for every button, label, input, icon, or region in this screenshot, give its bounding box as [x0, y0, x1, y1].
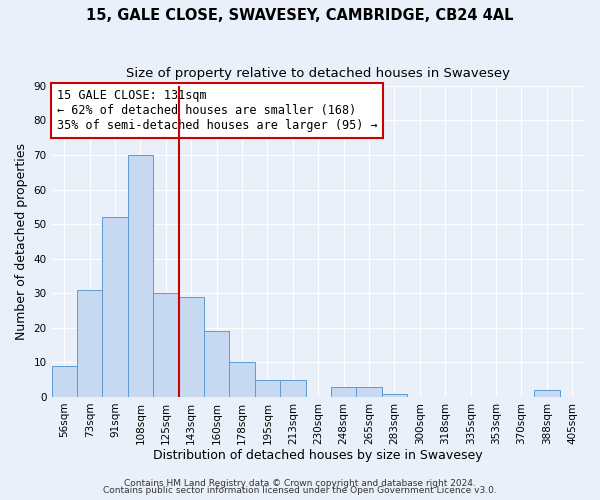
Bar	[153, 293, 179, 397]
Bar	[534, 390, 560, 397]
Text: 15, GALE CLOSE, SWAVESEY, CAMBRIDGE, CB24 4AL: 15, GALE CLOSE, SWAVESEY, CAMBRIDGE, CB2…	[86, 8, 514, 22]
Text: Contains public sector information licensed under the Open Government Licence v3: Contains public sector information licen…	[103, 486, 497, 495]
Y-axis label: Number of detached properties: Number of detached properties	[15, 143, 28, 340]
Bar	[204, 332, 229, 397]
Title: Size of property relative to detached houses in Swavesey: Size of property relative to detached ho…	[126, 68, 510, 80]
Bar	[356, 386, 382, 397]
Bar	[103, 217, 128, 397]
X-axis label: Distribution of detached houses by size in Swavesey: Distribution of detached houses by size …	[154, 450, 483, 462]
Text: 15 GALE CLOSE: 131sqm
← 62% of detached houses are smaller (168)
35% of semi-det: 15 GALE CLOSE: 131sqm ← 62% of detached …	[57, 89, 377, 132]
Bar	[255, 380, 280, 397]
Bar	[331, 386, 356, 397]
Bar	[52, 366, 77, 397]
Bar	[77, 290, 103, 397]
Bar	[179, 296, 204, 397]
Bar	[229, 362, 255, 397]
Bar	[280, 380, 305, 397]
Text: Contains HM Land Registry data © Crown copyright and database right 2024.: Contains HM Land Registry data © Crown c…	[124, 478, 476, 488]
Bar	[128, 155, 153, 397]
Bar	[382, 394, 407, 397]
